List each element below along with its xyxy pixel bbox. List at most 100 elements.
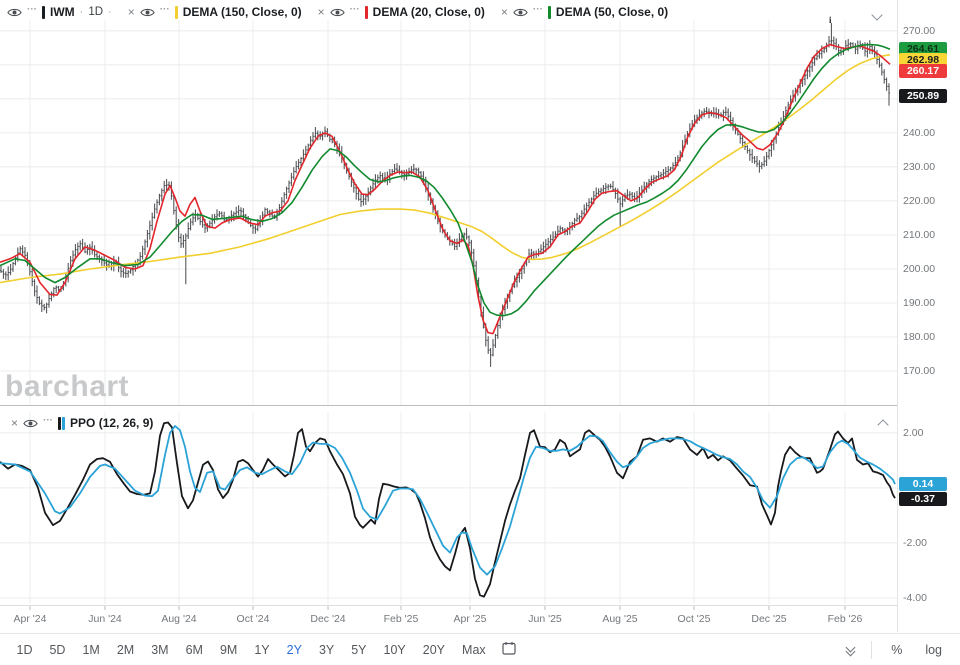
log-scale-button[interactable]: log bbox=[921, 641, 946, 659]
time-tick-label: Aug '24 bbox=[161, 613, 197, 625]
indicator-label[interactable]: PPO (12, 26, 9) bbox=[70, 416, 154, 430]
series-color-bar bbox=[58, 416, 62, 430]
range-button-max[interactable]: Max bbox=[454, 639, 495, 661]
ppo-line-ppo bbox=[0, 421, 896, 598]
overlay-line-dema-20-close-0- bbox=[0, 43, 891, 335]
ppo-panel-collapse-button[interactable] bbox=[877, 417, 889, 432]
price-bars bbox=[0, 23, 891, 367]
chevron-down-icon bbox=[871, 9, 883, 21]
ppo-tick-label: -4.00 bbox=[903, 591, 927, 604]
price-tick-label: 180.00 bbox=[903, 330, 936, 343]
series-color-bar bbox=[364, 5, 368, 19]
series-color-chip bbox=[174, 5, 178, 19]
timeframe-label[interactable]: 1D bbox=[88, 6, 104, 18]
time-axis-border bbox=[0, 605, 897, 606]
price-axis-border bbox=[897, 0, 898, 632]
symbol-legend-item: ··· IWM · 1D · bbox=[7, 5, 112, 19]
series-color-bar bbox=[42, 5, 45, 19]
visibility-eye-icon[interactable] bbox=[329, 7, 345, 18]
calendar-button[interactable] bbox=[496, 639, 522, 660]
range-buttons: 1D 5D 1M 2M 3M 6M 9M 1Y 2Y 3Y 5Y 10Y 20Y Max bbox=[8, 639, 494, 661]
overlay-line-dema-150-close-0- bbox=[0, 54, 891, 284]
indicator-label[interactable]: DEMA (20, Close, 0) bbox=[372, 5, 485, 19]
chevron-up-icon bbox=[877, 419, 889, 431]
price-badge: 260.17 bbox=[899, 64, 947, 79]
ppo-tick-label: 2.00 bbox=[903, 426, 924, 439]
range-button-6m[interactable]: 6M bbox=[177, 639, 211, 661]
time-tick-label: Dec '25 bbox=[751, 613, 787, 625]
percent-scale-button[interactable]: % bbox=[887, 641, 906, 659]
series-color-bar bbox=[62, 416, 66, 430]
price-tick-label: 200.00 bbox=[903, 262, 936, 275]
price-panel-collapse-button[interactable] bbox=[871, 7, 883, 22]
price-badge: 250.89 bbox=[899, 88, 947, 103]
range-button-2m[interactable]: 2M bbox=[108, 639, 142, 661]
time-tick-label: Apr '24 bbox=[13, 613, 47, 625]
range-button-1m[interactable]: 1M bbox=[74, 639, 108, 661]
range-button-10y[interactable]: 10Y bbox=[375, 639, 414, 661]
menu-dots-icon[interactable]: ··· bbox=[349, 4, 360, 15]
range-button-1d[interactable]: 1D bbox=[8, 639, 41, 661]
visibility-eye-icon[interactable] bbox=[23, 418, 38, 429]
panel-divider[interactable] bbox=[0, 405, 897, 406]
time-tick-label: Feb '26 bbox=[827, 613, 863, 625]
series-color-bar bbox=[174, 5, 178, 19]
time-tick-label: Oct '25 bbox=[677, 613, 711, 625]
price-tick-label: 210.00 bbox=[903, 228, 936, 241]
price-tick-label: 230.00 bbox=[903, 160, 936, 173]
event-marker-icon[interactable]: i bbox=[829, 15, 832, 25]
range-button-9m[interactable]: 9M bbox=[211, 639, 245, 661]
series-color-chip bbox=[364, 5, 368, 19]
menu-dots-icon[interactable]: ··· bbox=[159, 4, 170, 15]
remove-indicator-icon[interactable]: × bbox=[317, 5, 325, 19]
range-button-1y[interactable]: 1Y bbox=[246, 639, 278, 661]
toolbar-separator bbox=[871, 640, 873, 659]
price-tick-label: 220.00 bbox=[903, 194, 936, 207]
visibility-eye-icon[interactable] bbox=[513, 7, 528, 18]
time-tick-label: Feb '25 bbox=[383, 613, 419, 625]
range-button-20y[interactable]: 20Y bbox=[414, 639, 453, 661]
menu-dots-icon[interactable]: ··· bbox=[43, 415, 54, 426]
expand-panels-button[interactable] bbox=[845, 642, 856, 657]
ppo-badge: 0.14 bbox=[899, 476, 947, 491]
range-button-3y[interactable]: 3Y bbox=[310, 639, 342, 661]
ppo-legend-item: × ··· PPO (12, 26, 9) bbox=[11, 415, 154, 431]
separator-dot: · bbox=[108, 6, 112, 18]
price-tick-label: 190.00 bbox=[903, 296, 936, 309]
price-panel-legend: ··· IWM · 1D · × ··· DEMA (150, Close, 0) × ··· DE… bbox=[7, 3, 668, 21]
symbol-label[interactable]: IWM bbox=[50, 5, 75, 19]
barchart-watermark: barchart bbox=[5, 370, 130, 403]
time-tick-label: Aug '25 bbox=[602, 613, 638, 625]
series-color-bar bbox=[547, 5, 551, 19]
menu-dots-icon[interactable]: ··· bbox=[532, 4, 543, 15]
menu-dots-icon[interactable]: ··· bbox=[27, 4, 37, 15]
ppo-line-signal bbox=[0, 425, 896, 576]
range-button-5y[interactable]: 5Y bbox=[343, 639, 375, 661]
indicator-label[interactable]: DEMA (50, Close, 0) bbox=[555, 5, 669, 19]
remove-indicator-icon[interactable]: × bbox=[11, 416, 19, 430]
remove-indicator-icon[interactable]: × bbox=[500, 5, 508, 19]
time-tick-label: Jun '25 bbox=[528, 613, 562, 625]
time-tick-label: Apr '25 bbox=[453, 613, 487, 625]
series-color-chip bbox=[42, 5, 45, 19]
bottom-toolbar: 1D 5D 1M 2M 3M 6M 9M 1Y 2Y 3Y 5Y 10Y 20Y Max % log bbox=[0, 633, 960, 665]
indicator-legend-item: × ··· DEMA (50, Close, 0) bbox=[500, 4, 669, 20]
indicator-label[interactable]: DEMA (150, Close, 0) bbox=[182, 5, 302, 19]
visibility-eye-icon[interactable] bbox=[7, 7, 22, 18]
range-button-3m[interactable]: 3M bbox=[143, 639, 177, 661]
time-tick-label: Oct '24 bbox=[236, 613, 270, 625]
overlay-line-dema-50-close-0- bbox=[0, 43, 891, 317]
remove-indicator-icon[interactable]: × bbox=[127, 5, 135, 19]
visibility-eye-icon[interactable] bbox=[140, 7, 155, 18]
range-button-2y[interactable]: 2Y bbox=[278, 639, 310, 661]
separator-dot: · bbox=[79, 6, 84, 18]
price-tick-label: 170.00 bbox=[903, 364, 936, 377]
indicator-legend-item: × ··· DEMA (150, Close, 0) bbox=[127, 4, 302, 20]
price-tick-label: 240.00 bbox=[903, 126, 936, 139]
series-color-chip bbox=[547, 5, 551, 19]
price-badge: 264.61 bbox=[899, 42, 947, 57]
range-button-5d[interactable]: 5D bbox=[41, 639, 74, 661]
time-tick-label: Dec '24 bbox=[310, 613, 346, 625]
